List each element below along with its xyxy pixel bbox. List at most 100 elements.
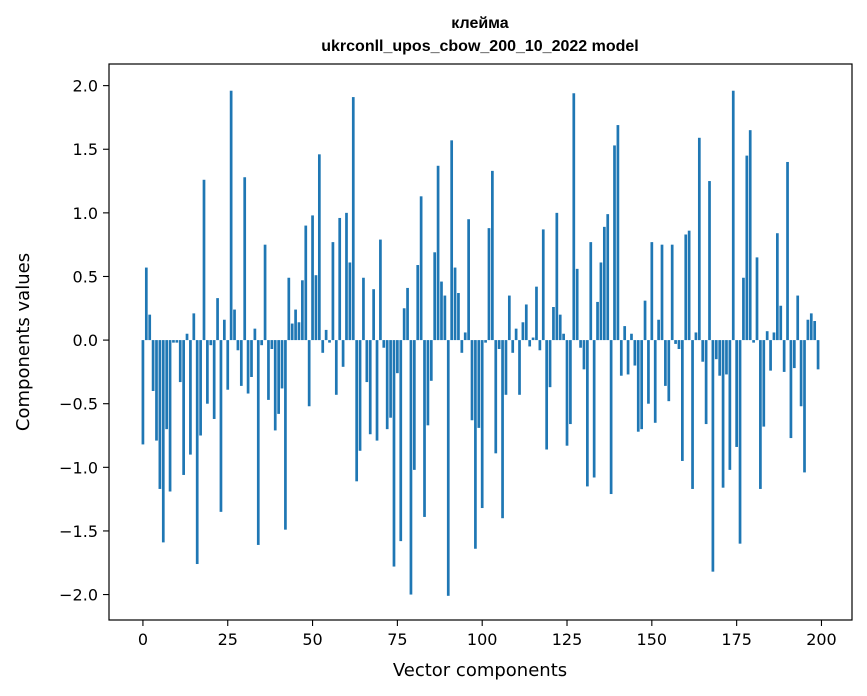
bar — [260, 340, 264, 346]
bar — [280, 340, 284, 389]
bar — [569, 340, 572, 425]
bar — [786, 161, 789, 341]
bar — [579, 340, 582, 348]
bar — [331, 242, 335, 341]
bar — [755, 257, 759, 341]
bar — [507, 295, 511, 341]
y-tick-label: 0.0 — [73, 331, 98, 350]
bar — [396, 340, 399, 374]
bar — [399, 340, 403, 542]
bar — [365, 340, 369, 383]
bar — [379, 239, 382, 341]
bar — [535, 286, 538, 341]
bar — [155, 340, 158, 441]
x-tick-label: 50 — [302, 630, 322, 649]
bar — [412, 340, 416, 470]
x-tick-label: 200 — [806, 630, 837, 649]
bar — [141, 340, 145, 445]
bar — [457, 293, 460, 341]
bar — [711, 340, 715, 572]
bar — [762, 340, 766, 427]
bar — [199, 340, 202, 436]
bar — [443, 295, 447, 341]
bar — [277, 340, 280, 414]
bar — [633, 340, 637, 366]
bar — [738, 340, 742, 544]
bar — [467, 219, 470, 341]
bar — [494, 340, 498, 454]
bar — [619, 340, 623, 376]
bar — [243, 177, 247, 341]
bar — [368, 340, 372, 435]
bar — [470, 340, 474, 421]
bar — [144, 267, 148, 341]
bar — [416, 265, 420, 341]
bar — [606, 214, 610, 341]
bar — [284, 340, 287, 530]
bar — [236, 340, 240, 351]
bar — [185, 333, 189, 341]
bar — [772, 332, 776, 341]
bar — [382, 340, 386, 348]
bar — [565, 340, 569, 446]
bar — [742, 277, 745, 341]
bar — [253, 328, 257, 341]
bar — [270, 340, 274, 349]
bar — [602, 226, 606, 341]
bar — [273, 340, 277, 431]
bar — [307, 340, 311, 407]
bar — [450, 140, 454, 341]
bar — [796, 295, 800, 341]
bar — [806, 319, 810, 341]
bar — [297, 322, 301, 341]
bar — [704, 340, 708, 425]
bar — [385, 340, 389, 430]
bar — [792, 340, 796, 369]
bar — [178, 340, 182, 383]
bar — [372, 289, 375, 341]
bar — [487, 228, 491, 341]
bar — [267, 340, 270, 400]
bar — [317, 154, 321, 341]
bar — [239, 340, 243, 386]
bar — [460, 340, 464, 353]
y-tick-label: 0.5 — [73, 267, 98, 286]
chart-title: клейма — [451, 15, 509, 32]
bar — [165, 340, 169, 430]
bar — [301, 280, 304, 341]
y-tick-label: −2.0 — [59, 586, 98, 605]
bar — [640, 340, 644, 430]
bar — [599, 262, 603, 341]
bar — [728, 340, 732, 470]
bar — [480, 340, 484, 509]
y-axis-ticks: 2.0 1.5 1.0 0.5 0.0 −0.5 −1.0 −1.5 −2.0 — [59, 77, 109, 605]
bar — [497, 340, 501, 349]
bar — [592, 340, 596, 478]
bar — [426, 340, 430, 426]
bar — [175, 340, 179, 343]
bar — [168, 340, 172, 492]
bar — [586, 340, 589, 487]
bar — [334, 340, 338, 395]
bar — [799, 340, 803, 407]
bar — [341, 340, 345, 367]
bar — [681, 340, 684, 461]
y-tick-label: −0.5 — [59, 395, 98, 414]
bar — [402, 308, 406, 341]
y-tick-label: 2.0 — [73, 77, 98, 96]
bar — [731, 90, 735, 341]
bar — [345, 212, 348, 341]
x-tick-label: 150 — [637, 630, 668, 649]
x-tick-label: 125 — [552, 630, 583, 649]
bar — [311, 215, 314, 341]
bar — [304, 225, 308, 341]
bar — [769, 340, 772, 371]
bar — [511, 340, 515, 353]
bar — [721, 340, 725, 488]
bar — [558, 314, 562, 341]
x-tick-label: 0 — [138, 630, 148, 649]
bar — [206, 340, 209, 404]
bar — [463, 332, 467, 341]
bar — [697, 137, 701, 341]
